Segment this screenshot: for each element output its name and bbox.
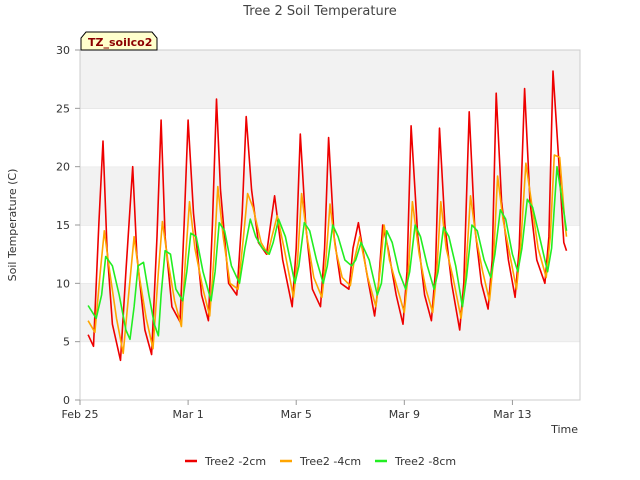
grid-band bbox=[80, 341, 580, 400]
x-tick-label: Mar 13 bbox=[493, 408, 531, 421]
y-tick-label: 25 bbox=[56, 102, 70, 115]
y-tick-label: 20 bbox=[56, 161, 70, 174]
y-tick-label: 10 bbox=[56, 277, 70, 290]
x-tick-label: Mar 5 bbox=[281, 408, 312, 421]
x-ticks: Feb 25 Mar 1 Mar 5 Mar 9 Mar 13 bbox=[62, 400, 532, 421]
legend-label: Tree2 -8cm bbox=[394, 455, 456, 468]
grid-band bbox=[80, 50, 580, 109]
y-axis-label: Soil Temperature (C) bbox=[6, 169, 19, 282]
badge-label: TZ_soilco2 bbox=[88, 36, 152, 49]
y-tick-label: 0 bbox=[63, 394, 70, 407]
x-axis-label: Time bbox=[550, 423, 578, 436]
x-tick-label: Mar 1 bbox=[172, 408, 203, 421]
series-lines bbox=[87, 70, 568, 362]
y-tick-label: 5 bbox=[63, 336, 70, 349]
legend-label: Tree2 -4cm bbox=[299, 455, 361, 468]
y-tick-label: 15 bbox=[56, 219, 70, 232]
legend: Tree2 -2cm Tree2 -4cm Tree2 -8cm bbox=[185, 455, 456, 468]
badge-box bbox=[80, 31, 158, 51]
series-line-8cm bbox=[87, 165, 568, 341]
y-ticks: 0 5 10 15 20 25 30 bbox=[56, 44, 80, 407]
x-tick-label: Feb 25 bbox=[62, 408, 99, 421]
badge: TZ_soilco2 bbox=[80, 31, 158, 51]
legend-label: Tree2 -2cm bbox=[204, 455, 266, 468]
grid-band bbox=[80, 283, 580, 342]
chart-title: Tree 2 Soil Temperature bbox=[242, 4, 397, 19]
x-tick-label: Mar 9 bbox=[389, 408, 420, 421]
y-tick-label: 30 bbox=[56, 44, 70, 57]
